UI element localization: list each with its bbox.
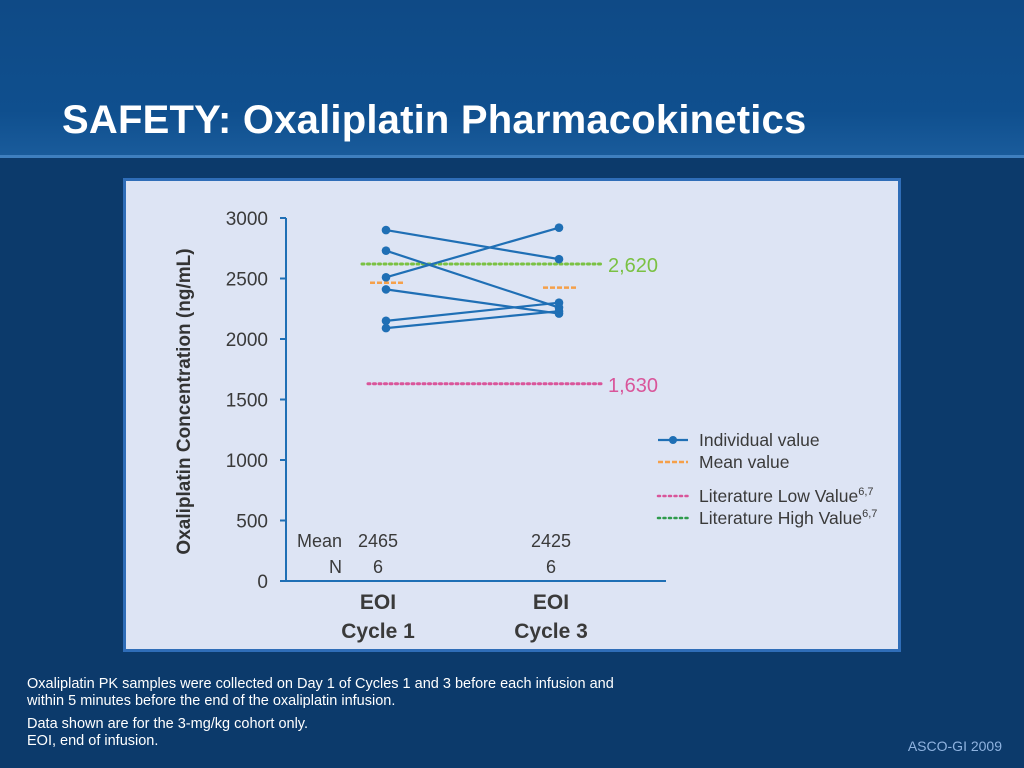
individual-point [381, 323, 391, 333]
individual-line [385, 226, 560, 279]
caption-line-1: Oxaliplatin PK samples were collected on… [27, 676, 614, 709]
table-mean-value: 2425 [531, 531, 571, 551]
individual-point [381, 246, 391, 255]
individual-line [385, 310, 560, 330]
individual-line [385, 229, 560, 261]
caption: Oxaliplatin PK samples were collected on… [27, 676, 647, 756]
legend-label: Mean value [699, 452, 789, 472]
y-tick-label: 0 [257, 572, 268, 593]
legend-label: Literature Low Value6,7 [699, 486, 874, 506]
slide-title: SAFETY: Oxaliplatin Pharmacokinetics [62, 98, 807, 142]
x-category-label-eoi: EOI [533, 591, 569, 614]
legend-label: Individual value [699, 430, 820, 450]
table-n-value: 6 [373, 557, 383, 577]
chart-panel: 0 500 1000 1500 2000 2500 3000 Oxaliplatin Conc… [123, 178, 901, 652]
x-category-label-eoi: EOI [360, 591, 396, 614]
y-tick-label: 500 [236, 512, 268, 533]
y-tick-label: 2500 [226, 270, 268, 291]
individual-line [385, 249, 560, 309]
individual-point [554, 306, 564, 316]
table-n-value: 6 [546, 557, 556, 577]
individual-point [381, 272, 391, 282]
header-band [0, 0, 1024, 158]
y-tick-label: 2000 [226, 330, 268, 351]
individual-point [554, 254, 564, 264]
legend-label-superscript: 6,7 [858, 486, 873, 498]
header-rule [0, 155, 1024, 158]
x-category-label-cycle: Cycle 3 [514, 620, 588, 643]
caption-line-2: Data shown are for the 3-mg/kg cohort on… [27, 716, 309, 732]
individual-point [554, 223, 564, 232]
caption-line-3: EOI, end of infusion. [27, 733, 159, 749]
individual-line [385, 288, 560, 315]
y-tick-label: 3000 [226, 209, 268, 230]
table-mean-value: 2465 [358, 531, 398, 551]
table-n-label: N [329, 557, 342, 577]
individual-line [385, 301, 560, 322]
individual-point [381, 285, 391, 294]
y-tick-label: 1000 [226, 451, 268, 472]
legend-label: Literature High Value6,7 [699, 508, 877, 528]
reference-line-label: 2,620 [608, 255, 658, 277]
legend-label-superscript: 6,7 [862, 508, 877, 520]
individual-point [381, 316, 391, 326]
footer-label: ASCO-GI 2009 [907, 738, 1002, 754]
individual-point [381, 225, 391, 235]
x-category-label-cycle: Cycle 1 [341, 620, 415, 643]
y-tick-label: 1500 [226, 391, 268, 412]
chart-svg: 0 500 1000 1500 2000 2500 3000 Oxaliplatin Conc… [174, 209, 877, 643]
reference-line-label: 1,630 [608, 375, 658, 397]
y-axis-label: Oxaliplatin Concentration (ng/mL) [174, 248, 195, 554]
individual-point [554, 298, 564, 307]
legend-swatch-marker [669, 436, 677, 444]
table-mean-label: Mean [297, 531, 342, 551]
